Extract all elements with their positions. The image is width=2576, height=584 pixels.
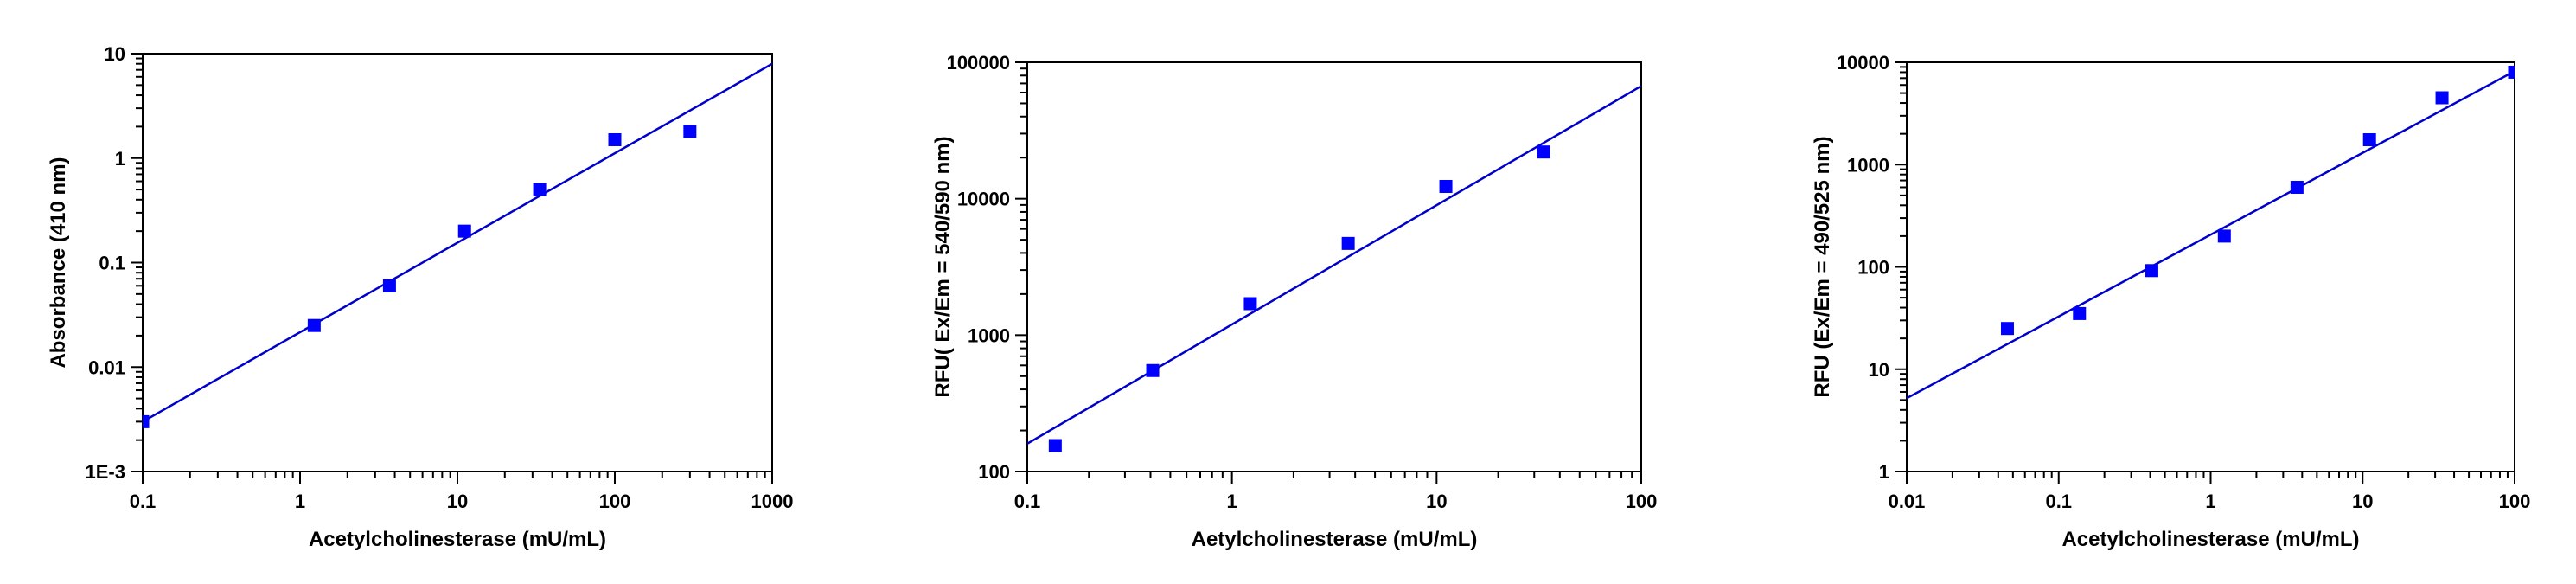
plot-frame bbox=[1026, 61, 1642, 472]
data-point bbox=[608, 132, 622, 146]
data-point bbox=[2217, 229, 2231, 243]
y-tick-label: 1000 bbox=[968, 324, 1010, 346]
data-point bbox=[307, 318, 321, 332]
data-point bbox=[1048, 439, 1062, 452]
y-tick-label: 1000 bbox=[1847, 154, 1889, 176]
y-tick-label: 10000 bbox=[1837, 52, 1889, 74]
plot-area bbox=[1907, 65, 2515, 400]
data-point bbox=[1146, 363, 1160, 377]
x-tick-label: 0.1 bbox=[2045, 491, 2072, 512]
x-tick-label: 10 bbox=[447, 491, 468, 512]
x-tick-label: 10 bbox=[1426, 491, 1447, 512]
x-tick-label: 100 bbox=[2499, 491, 2531, 512]
data-point bbox=[1341, 236, 1355, 250]
x-tick-label: 100 bbox=[599, 491, 631, 512]
x-tick-label: 1 bbox=[2205, 491, 2215, 512]
y-tick-label: 1E-3 bbox=[86, 461, 125, 483]
y-tick-label: 100000 bbox=[947, 52, 1010, 74]
data-point bbox=[2290, 180, 2304, 194]
x-tick-label: 1 bbox=[295, 491, 305, 512]
fit-line bbox=[1907, 70, 2515, 400]
data-point bbox=[457, 224, 471, 238]
y-tick-label: 0.01 bbox=[88, 356, 125, 378]
y-tick-label: 10 bbox=[1869, 359, 1889, 381]
data-point bbox=[533, 183, 547, 196]
x-tick-label: 10 bbox=[2352, 491, 2373, 512]
chart-panel-2: 0.1 1 10 100 100 1000 10000 100000 Aetylcholines… bbox=[931, 52, 1657, 551]
y-axis-label: RFU (Ex/Em = 490/525 nm) bbox=[1811, 136, 1834, 397]
data-point bbox=[2508, 65, 2515, 79]
data-point bbox=[2000, 322, 2014, 336]
data-point bbox=[1243, 297, 1257, 311]
x-axis-label: Acetylcholinesterase (mU/mL) bbox=[2061, 528, 2359, 551]
data-point bbox=[143, 414, 150, 428]
y-tick-label: 0.1 bbox=[99, 253, 125, 274]
data-point bbox=[2073, 306, 2087, 320]
x-tick-label: 1 bbox=[1227, 491, 1237, 512]
plot-frame bbox=[1906, 61, 2515, 472]
y-axis-label: Absorbance (410 nm) bbox=[47, 157, 70, 368]
y-tick-label: 10000 bbox=[957, 189, 1010, 210]
y-tick-label: 100 bbox=[978, 461, 1010, 483]
data-point bbox=[2145, 264, 2158, 278]
y-tick-label: 100 bbox=[1857, 257, 1889, 279]
x-tick-label: 0.01 bbox=[1889, 491, 1926, 512]
data-point bbox=[1537, 145, 1550, 159]
data-point bbox=[2435, 91, 2449, 105]
x-tick-label: 0.1 bbox=[130, 491, 157, 512]
data-point bbox=[2362, 133, 2376, 147]
x-tick-label: 0.1 bbox=[1014, 491, 1041, 512]
plot-area bbox=[1027, 85, 1641, 452]
data-point bbox=[683, 125, 697, 138]
fit-line bbox=[143, 62, 772, 423]
chart-panel-3: 0.01 0.1 1 10 100 1 10 100 1000 10000 Acetylcholin… bbox=[1811, 52, 2530, 551]
chart-panel-1: 0.1 1 10 100 1000 1E-3 0.01 0.1 1 10 Acetylcholine… bbox=[47, 43, 793, 551]
data-point bbox=[382, 279, 396, 292]
y-axis-label: RFU( Ex/Em = 540/590 nm) bbox=[931, 136, 955, 397]
fit-line bbox=[1027, 85, 1641, 445]
y-tick-label: 1 bbox=[1879, 461, 1889, 483]
data-point bbox=[1439, 179, 1453, 193]
y-tick-label: 10 bbox=[105, 43, 125, 65]
x-tick-label: 100 bbox=[1626, 491, 1658, 512]
x-tick-label: 1000 bbox=[751, 491, 794, 512]
plot-area bbox=[143, 62, 772, 428]
x-axis-label: Aetylcholinesterase (mU/mL) bbox=[1192, 528, 1478, 551]
y-tick-label: 1 bbox=[115, 148, 125, 170]
x-axis-label: Acetylcholinesterase (mU/mL) bbox=[309, 528, 606, 551]
